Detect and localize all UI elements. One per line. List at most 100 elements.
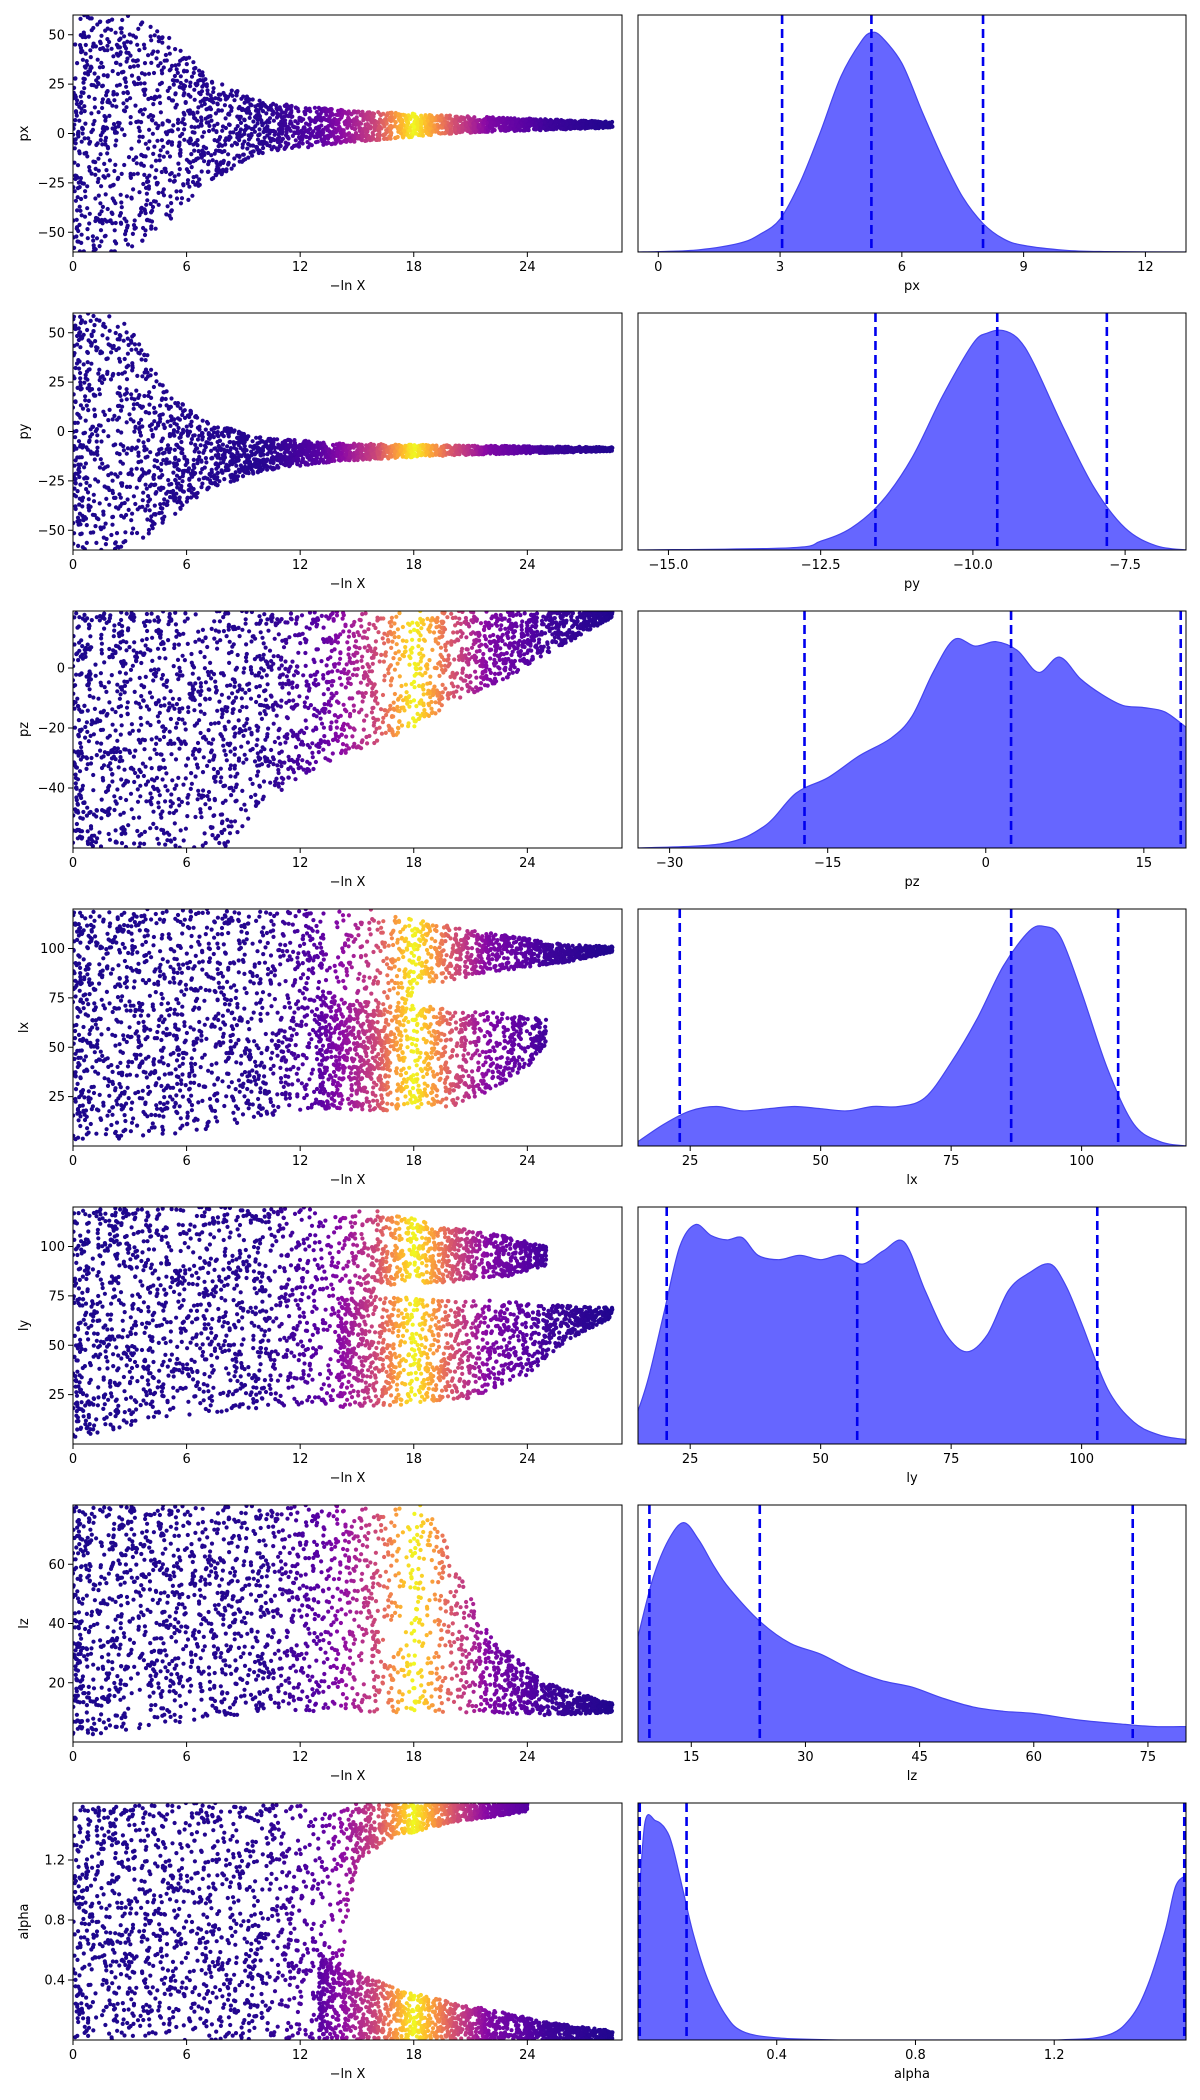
scatter-point: [141, 42, 147, 47]
scatter-point: [183, 100, 188, 105]
scatter-point: [89, 111, 94, 116]
scatter-point: [77, 151, 82, 156]
scatter-point: [96, 168, 101, 173]
scatter-point: [244, 448, 249, 453]
scatter-point: [101, 429, 106, 434]
scatter-point: [159, 80, 164, 85]
scatter-point: [103, 192, 108, 197]
scatter-point: [182, 415, 188, 420]
scatter-point: [488, 451, 493, 456]
scatter-point: [172, 174, 177, 179]
scatter-point: [140, 404, 145, 409]
scatter-point: [491, 127, 496, 132]
scatter-point: [81, 76, 86, 81]
scatter-point: [288, 121, 293, 126]
scatter-point: [133, 446, 138, 451]
scatter-point: [226, 463, 231, 468]
scatter-point: [80, 545, 85, 550]
scatter-point: [542, 120, 547, 125]
scatter-point: [497, 125, 502, 131]
scatter-point: [152, 473, 157, 478]
scatter-point: [276, 465, 281, 470]
scatter-point: [181, 471, 186, 476]
scatter-point: [149, 367, 154, 372]
scatter-point: [95, 452, 100, 457]
scatter-point: [364, 129, 369, 134]
scatter-point: [146, 53, 151, 58]
scatter-point: [173, 511, 178, 516]
scatter-point: [73, 463, 77, 468]
scatter-point: [197, 182, 202, 187]
scatter-point: [131, 223, 137, 228]
scatter-point: [206, 159, 212, 164]
scatter-point: [143, 471, 148, 476]
scatter-point: [471, 121, 476, 126]
scatter-point: [86, 94, 92, 99]
scatter-point: [152, 405, 157, 410]
scatter-point: [477, 123, 482, 128]
scatter-point: [262, 102, 267, 108]
scatter-point: [78, 403, 83, 408]
scatter-point: [199, 103, 204, 108]
scatter-point: [248, 150, 253, 155]
scatter-point: [73, 185, 76, 190]
x-tick-label: 6: [182, 260, 190, 275]
scatter-point: [192, 493, 197, 498]
scatter-point: [78, 330, 83, 335]
scatter-point: [113, 60, 119, 65]
scatter-point: [425, 445, 430, 450]
scatter-point: [124, 59, 129, 64]
scatter-point: [91, 83, 96, 88]
scatter-point: [401, 128, 407, 133]
scatter-point: [75, 195, 80, 200]
scatter-point: [109, 532, 114, 538]
scatter-point: [81, 431, 86, 436]
scatter-point: [125, 497, 130, 502]
scatter-point: [212, 476, 217, 481]
scatter-point: [103, 135, 109, 140]
scatter-point: [150, 131, 155, 136]
scatter-point: [212, 425, 217, 430]
scatter-point: [326, 123, 331, 128]
scatter-point: [356, 136, 361, 141]
scatter-point: [156, 202, 161, 207]
scatter-point: [73, 137, 78, 142]
scatter-point: [80, 181, 85, 186]
scatter-point: [371, 455, 377, 460]
scatter-point: [99, 209, 104, 214]
scatter-point: [167, 85, 172, 90]
scatter-point: [171, 428, 177, 433]
scatter-point: [196, 105, 201, 110]
scatter-point: [198, 121, 204, 126]
scatter-point: [91, 492, 96, 497]
scatter-point: [91, 122, 96, 127]
scatter-point: [189, 419, 194, 424]
scatter-point: [162, 497, 167, 502]
scatter-point: [195, 490, 200, 496]
scatter-point: [221, 454, 226, 459]
scatter-point: [165, 150, 170, 155]
scatter-point: [92, 407, 97, 412]
scatter-point: [132, 226, 137, 231]
scatter-point: [133, 103, 138, 108]
scatter-point: [171, 431, 176, 436]
scatter-point: [471, 125, 476, 130]
scatter-point: [104, 168, 109, 173]
scatter-point: [240, 142, 245, 147]
scatter-point: [186, 169, 191, 175]
scatter-point: [131, 157, 136, 162]
scatter-point: [87, 483, 92, 488]
scatter-point: [359, 449, 364, 455]
scatter-point: [593, 119, 598, 124]
scatter-point: [73, 76, 78, 81]
scatter-point: [143, 410, 148, 415]
scatter-point: [213, 96, 218, 101]
scatter-point: [487, 445, 492, 450]
scatter-point: [77, 469, 82, 474]
x-tick-label: 0: [654, 260, 662, 275]
scatter-point: [117, 337, 122, 342]
scatter-point: [118, 495, 123, 500]
scatter-point: [164, 457, 169, 462]
scatter-point: [153, 226, 158, 231]
scatter-point: [85, 184, 90, 189]
